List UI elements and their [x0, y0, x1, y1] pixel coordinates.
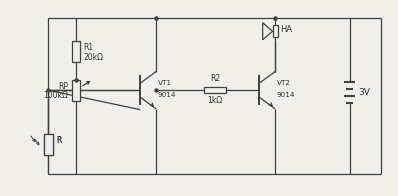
- Text: 1kΩ: 1kΩ: [207, 96, 222, 105]
- Text: 3V: 3V: [359, 88, 370, 97]
- Text: 100kΩ: 100kΩ: [44, 91, 68, 100]
- Text: RP: RP: [59, 82, 68, 91]
- Text: VT2: VT2: [277, 80, 291, 86]
- Text: R1: R1: [84, 43, 94, 52]
- Text: 20kΩ: 20kΩ: [84, 53, 103, 62]
- Text: R: R: [56, 136, 61, 145]
- Text: R2: R2: [210, 74, 220, 83]
- Polygon shape: [263, 23, 273, 40]
- Bar: [273, 25, 278, 37]
- Bar: [204, 87, 226, 93]
- Bar: [44, 134, 53, 155]
- Text: R: R: [56, 136, 61, 145]
- Bar: [44, 134, 53, 155]
- Bar: [72, 80, 80, 101]
- Text: HA: HA: [280, 25, 292, 34]
- Text: 9014: 9014: [277, 92, 295, 98]
- Text: VT1: VT1: [158, 80, 172, 86]
- Text: 9014: 9014: [158, 92, 176, 98]
- Bar: [72, 41, 80, 62]
